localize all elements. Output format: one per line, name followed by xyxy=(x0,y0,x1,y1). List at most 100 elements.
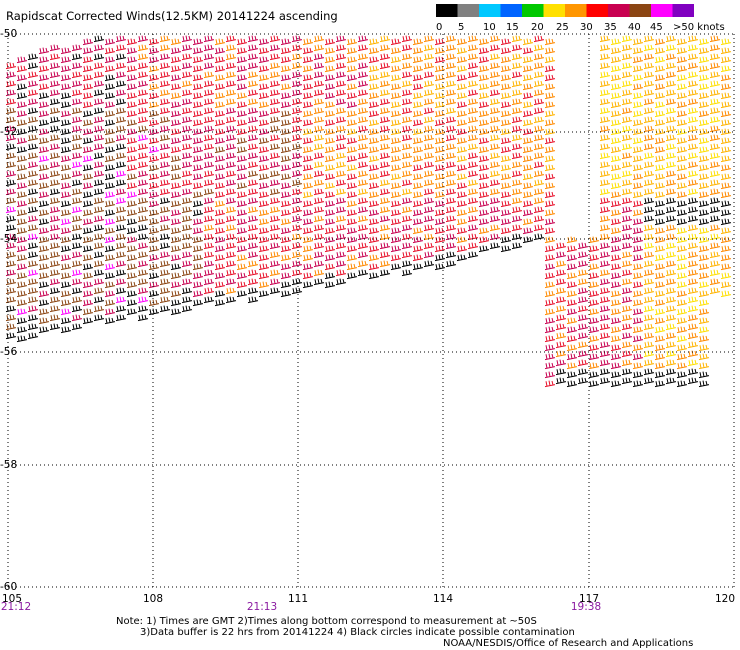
wind-barb xyxy=(159,242,171,250)
wind-barb xyxy=(137,44,149,52)
wind-barb xyxy=(302,101,314,109)
wind-barb xyxy=(544,65,556,73)
wind-barb xyxy=(27,170,39,178)
wind-barb xyxy=(379,98,391,106)
wind-barb xyxy=(401,206,413,214)
wind-barb xyxy=(434,191,446,199)
wind-barb xyxy=(544,362,556,370)
wind-barb xyxy=(687,143,699,151)
wind-barb xyxy=(148,236,160,244)
wind-barb xyxy=(698,56,710,64)
wind-barb xyxy=(137,206,149,214)
wind-barb xyxy=(38,272,50,280)
wind-barb xyxy=(214,101,226,109)
wind-barb xyxy=(533,143,545,151)
wind-barb xyxy=(357,107,369,115)
wind-barb xyxy=(170,218,182,226)
wind-barb xyxy=(544,137,556,145)
wind-barb xyxy=(599,341,611,349)
wind-barb xyxy=(148,47,160,55)
wind-barb xyxy=(280,272,292,280)
wind-barb xyxy=(16,182,28,190)
wind-barb xyxy=(269,188,281,196)
wind-barb xyxy=(401,269,413,277)
wind-barb xyxy=(434,173,446,181)
wind-barb xyxy=(698,164,710,172)
wind-barb xyxy=(313,224,325,232)
wind-barb xyxy=(280,182,292,190)
wind-barb xyxy=(104,209,116,217)
wind-barb xyxy=(676,326,688,334)
wind-barb xyxy=(93,161,105,169)
wind-barb xyxy=(632,47,644,55)
wind-barb xyxy=(709,161,721,169)
wind-barb xyxy=(522,218,534,226)
wind-barb xyxy=(126,218,138,226)
wind-barb xyxy=(313,269,325,277)
wind-barb xyxy=(401,197,413,205)
wind-barb xyxy=(665,44,677,52)
wind-barb xyxy=(478,227,490,235)
wind-barb xyxy=(544,218,556,226)
wind-barb xyxy=(456,47,468,55)
wind-barb xyxy=(500,101,512,109)
wind-barb xyxy=(258,290,270,298)
wind-barb xyxy=(49,305,61,313)
wind-barb xyxy=(280,254,292,262)
wind-barb xyxy=(621,125,633,133)
wind-barb xyxy=(401,152,413,160)
wind-barb xyxy=(346,47,358,55)
wind-barb xyxy=(445,107,457,115)
wind-barb xyxy=(654,317,666,325)
wind-barb xyxy=(82,245,94,253)
wind-barb xyxy=(445,89,457,97)
wind-barb xyxy=(412,236,424,244)
wind-barb xyxy=(379,215,391,223)
wind-barb xyxy=(214,299,226,307)
wind-barb xyxy=(181,116,193,124)
wind-barb xyxy=(368,209,380,217)
wind-barb xyxy=(181,62,193,70)
wind-barb xyxy=(302,200,314,208)
wind-barb xyxy=(71,206,83,214)
wind-barb xyxy=(104,110,116,118)
wind-barb xyxy=(324,65,336,73)
wind-barb xyxy=(27,251,39,259)
wind-barb xyxy=(159,287,171,295)
wind-barb xyxy=(49,116,61,124)
wind-barb xyxy=(478,137,490,145)
wind-barb xyxy=(115,287,127,295)
wind-barb xyxy=(258,65,270,73)
wind-barb xyxy=(390,245,402,253)
wind-barb xyxy=(588,326,600,334)
wind-barb xyxy=(60,173,72,181)
wind-barb xyxy=(49,134,61,142)
wind-barb xyxy=(588,308,600,316)
wind-barb xyxy=(71,143,83,151)
wind-barb xyxy=(148,119,160,127)
wind-barb xyxy=(236,128,248,136)
wind-barb xyxy=(621,206,633,214)
wind-barb xyxy=(665,62,677,70)
wind-barb xyxy=(665,377,677,385)
wind-barb xyxy=(599,170,611,178)
wind-barb xyxy=(82,182,94,190)
wind-barb xyxy=(16,254,28,262)
wind-barb xyxy=(115,278,127,286)
wind-barb xyxy=(599,71,611,79)
wind-barb xyxy=(676,101,688,109)
wind-barb xyxy=(16,290,28,298)
wind-barb xyxy=(698,335,710,343)
wind-barb xyxy=(610,236,622,244)
wind-barb xyxy=(511,80,523,88)
wind-barb xyxy=(335,116,347,124)
wind-barb xyxy=(170,92,182,100)
wind-barb xyxy=(16,155,28,163)
wind-barb xyxy=(390,263,402,271)
wind-barb xyxy=(192,245,204,253)
wind-barb xyxy=(192,119,204,127)
wind-barb xyxy=(676,371,688,379)
wind-barb xyxy=(676,353,688,361)
wind-barb xyxy=(577,260,589,268)
wind-barb xyxy=(544,317,556,325)
